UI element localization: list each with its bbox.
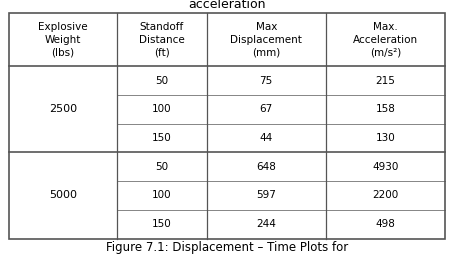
Text: 67: 67: [260, 104, 273, 114]
Text: 150: 150: [152, 219, 172, 229]
Text: 150: 150: [152, 133, 172, 143]
Text: 50: 50: [155, 162, 168, 172]
Text: 2200: 2200: [372, 191, 399, 200]
Text: acceleration: acceleration: [188, 0, 266, 11]
Text: 158: 158: [375, 104, 395, 114]
Text: Figure 7.1: Displacement – Time Plots for: Figure 7.1: Displacement – Time Plots fo…: [106, 241, 348, 254]
Text: Explosive
Weight
(lbs): Explosive Weight (lbs): [38, 23, 88, 57]
Text: 50: 50: [155, 76, 168, 86]
Text: Max.
Acceleration
(m/s²): Max. Acceleration (m/s²): [353, 23, 418, 57]
Text: Standoff
Distance
(ft): Standoff Distance (ft): [139, 23, 184, 57]
Bar: [9, 13, 445, 239]
Text: 597: 597: [257, 191, 276, 200]
Text: 100: 100: [152, 191, 172, 200]
Text: 498: 498: [375, 219, 395, 229]
Text: 100: 100: [152, 104, 172, 114]
Text: 648: 648: [257, 162, 276, 172]
Text: 44: 44: [260, 133, 273, 143]
Text: 244: 244: [257, 219, 276, 229]
Text: Max
Displacement
(mm): Max Displacement (mm): [230, 23, 302, 57]
Text: 5000: 5000: [49, 191, 77, 200]
Text: 2500: 2500: [49, 104, 77, 114]
Text: 215: 215: [375, 76, 395, 86]
Text: 130: 130: [375, 133, 395, 143]
Text: 75: 75: [260, 76, 273, 86]
Text: 4930: 4930: [372, 162, 399, 172]
